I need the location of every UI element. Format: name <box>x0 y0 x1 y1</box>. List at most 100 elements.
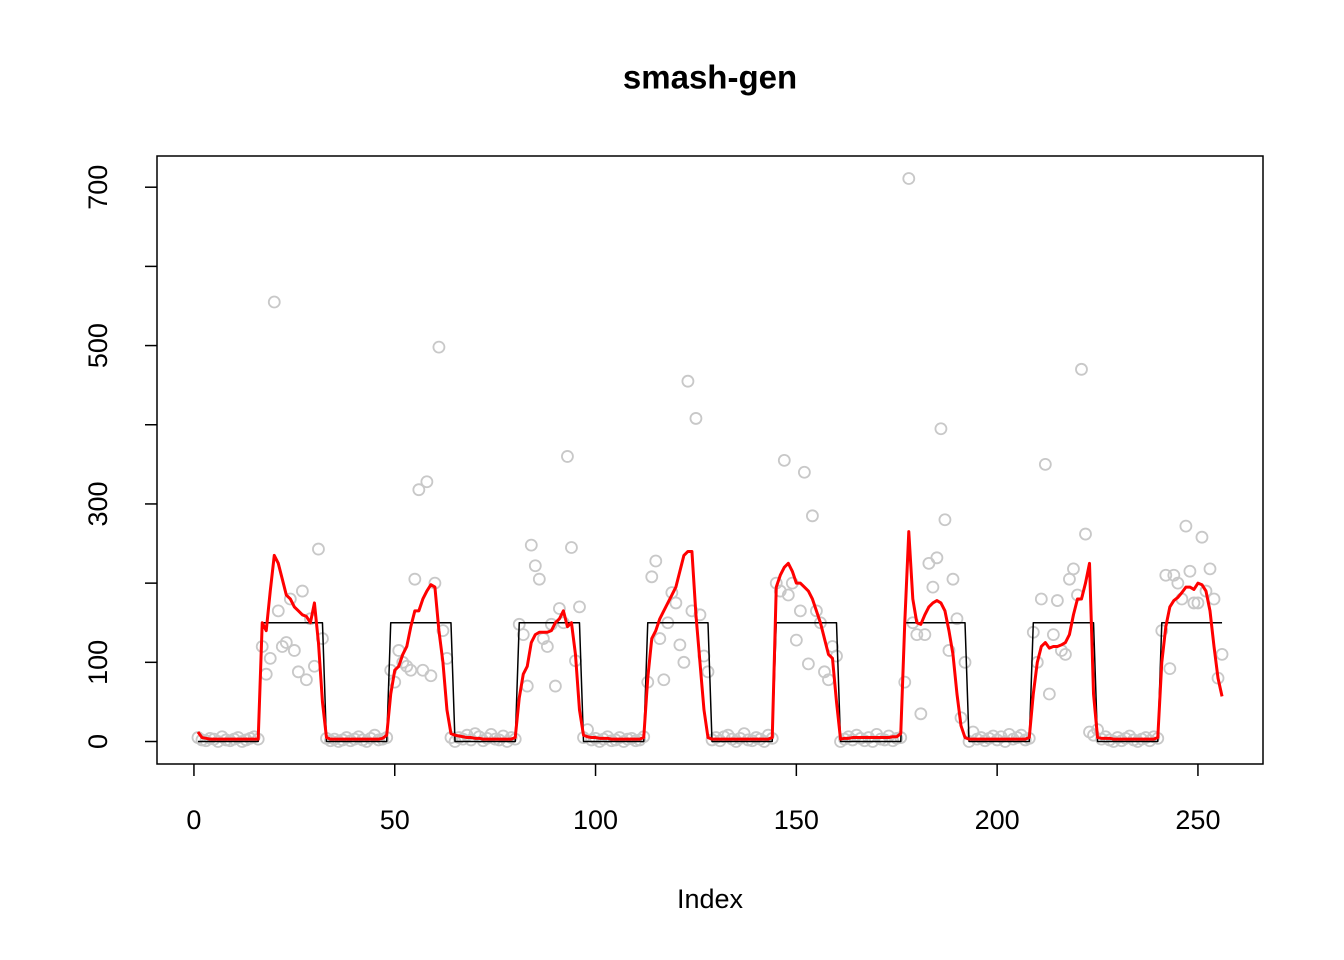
data-point <box>1046 628 1060 642</box>
data-point <box>408 572 422 586</box>
data-point <box>291 665 305 679</box>
data-point <box>528 559 542 573</box>
data-point <box>673 638 687 652</box>
data-point <box>797 465 811 479</box>
data-point <box>275 640 289 653</box>
data-point <box>267 295 281 309</box>
data-point <box>793 604 807 618</box>
data-point <box>1159 568 1173 582</box>
data-point <box>456 732 470 746</box>
data-point <box>645 570 659 584</box>
data-point <box>1038 457 1052 471</box>
data-point <box>649 554 663 568</box>
data-point <box>573 600 586 614</box>
data-point <box>657 673 671 687</box>
data-point <box>1063 572 1076 586</box>
data-point <box>287 644 301 657</box>
data-point <box>878 733 892 747</box>
series-line <box>197 621 1223 743</box>
data-point <box>721 728 735 742</box>
data-point <box>1079 527 1092 541</box>
data-point <box>1187 596 1201 610</box>
data-point <box>922 556 936 570</box>
data-point <box>958 655 972 669</box>
series-line <box>196 530 1224 741</box>
data-point <box>464 733 478 747</box>
data-point <box>777 453 791 467</box>
x-tick-label: 100 <box>573 805 618 835</box>
y-tick-label: 700 <box>83 165 113 210</box>
x-axis-label: Index <box>677 884 744 914</box>
data-point <box>950 612 964 626</box>
data-point <box>613 731 627 744</box>
data-point <box>565 541 578 554</box>
data-point <box>938 513 952 527</box>
x-tick-label: 150 <box>774 805 819 835</box>
data-point <box>1191 596 1205 610</box>
data-point <box>1143 734 1157 748</box>
data-point <box>404 663 418 677</box>
data-point <box>806 509 819 523</box>
data-point <box>902 172 916 185</box>
y-tick-label: 300 <box>83 481 113 526</box>
x-tick-label: 50 <box>380 805 410 835</box>
data-point <box>416 663 430 677</box>
data-point <box>524 538 538 552</box>
data-point <box>1203 562 1217 576</box>
data-point <box>942 644 956 657</box>
data-point <box>1171 576 1185 590</box>
data-point <box>231 731 245 744</box>
x-tick-label: 250 <box>1175 805 1220 835</box>
data-point <box>689 412 703 425</box>
data-point <box>914 707 928 721</box>
data-point <box>271 604 285 618</box>
data-point <box>263 651 277 665</box>
data-point <box>1075 362 1088 376</box>
data-point <box>420 475 434 489</box>
data-point <box>312 542 325 556</box>
data-point <box>1050 594 1064 607</box>
chart-title: smash-gen <box>623 59 797 96</box>
data-point <box>677 655 691 669</box>
data-point <box>561 450 574 463</box>
data-point <box>532 572 546 586</box>
data-point <box>432 340 446 354</box>
y-tick-label: 0 <box>83 734 113 749</box>
y-tick-label: 500 <box>83 323 113 368</box>
data-point <box>520 679 534 693</box>
data-point <box>701 665 715 679</box>
data-point <box>1215 648 1229 661</box>
data-point <box>400 659 414 673</box>
data-point <box>1042 687 1056 701</box>
data-point <box>898 675 912 689</box>
data-point <box>789 633 803 647</box>
data-point <box>801 657 815 671</box>
data-point <box>1034 592 1048 606</box>
data-point <box>1179 519 1193 533</box>
x-tick-label: 200 <box>975 805 1020 835</box>
data-point <box>299 673 313 687</box>
plot-frame <box>156 155 1264 765</box>
x-tick-label: 0 <box>186 805 201 835</box>
data-point <box>946 572 960 586</box>
data-point <box>669 596 683 610</box>
data-point <box>1183 564 1197 578</box>
data-point <box>283 592 297 606</box>
data-point <box>910 628 924 642</box>
data-point <box>918 628 932 642</box>
data-point <box>412 483 426 497</box>
data-point <box>1163 662 1177 676</box>
data-point <box>1059 648 1072 661</box>
data-point <box>308 659 321 673</box>
data-point <box>295 584 309 598</box>
data-point <box>540 640 554 653</box>
data-point <box>424 669 438 683</box>
data-point <box>279 636 293 649</box>
data-point <box>553 602 566 615</box>
data-point <box>1195 530 1209 544</box>
data-point <box>259 667 273 681</box>
data-point <box>516 628 530 642</box>
data-point <box>930 551 944 565</box>
data-point <box>926 580 940 594</box>
